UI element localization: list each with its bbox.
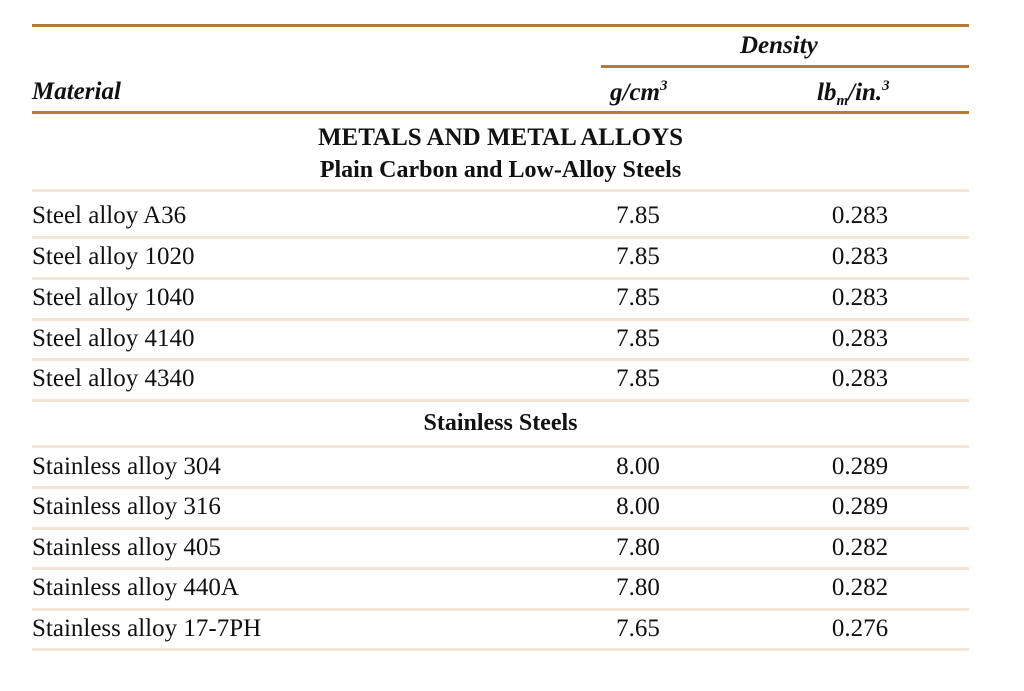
table-row: Steel alloy 4140 7.85 0.283	[32, 322, 969, 360]
table-row: Stainless alloy 316 8.00 0.289	[32, 490, 969, 528]
unit-g-sup: 3	[660, 78, 668, 94]
density-g-cell: 7.85	[616, 202, 660, 229]
row-divider	[32, 486, 969, 489]
row-divider	[32, 358, 969, 361]
top-rule	[32, 24, 969, 27]
density-g-cell: 7.85	[616, 365, 660, 392]
table-row: Stainless alloy 405 7.80 0.282	[32, 531, 969, 569]
row-divider	[32, 567, 969, 570]
unit-lb-sup: 3	[882, 78, 890, 94]
header-unit-g-cm3: g/cm3	[610, 78, 710, 107]
row-divider	[32, 236, 969, 239]
material-cell: Steel alloy 4340	[32, 365, 195, 392]
unit-lb-sub: m	[836, 93, 849, 109]
unit-lb-tail: /in.	[848, 79, 883, 106]
row-divider	[32, 608, 969, 611]
density-lb-cell: 0.282	[831, 574, 889, 601]
header-unit-lbm-in3: lbm/in.3	[817, 78, 890, 110]
material-cell: Stainless alloy 17-7PH	[32, 615, 262, 642]
density-lb-cell: 0.289	[831, 453, 889, 480]
material-cell: Steel alloy 1020	[32, 243, 195, 270]
row-divider	[32, 189, 969, 192]
density-g-cell: 7.80	[616, 534, 660, 561]
table-row: Steel alloy 1040 7.85 0.283	[32, 281, 969, 319]
section-subtitle: Plain Carbon and Low-Alloy Steels	[319, 157, 682, 183]
section-title: METALS AND METAL ALLOYS	[317, 124, 684, 151]
material-cell: Stainless alloy 405	[32, 534, 221, 561]
density-lb-cell: 0.283	[831, 365, 889, 392]
density-lb-cell: 0.283	[831, 202, 889, 229]
density-lb-cell: 0.283	[831, 243, 889, 270]
density-rule	[601, 65, 969, 68]
row-divider	[32, 648, 969, 651]
density-lb-cell: 0.283	[831, 325, 889, 352]
table-row: Stainless alloy 304 8.00 0.289	[32, 450, 969, 488]
density-g-cell: 7.65	[616, 615, 660, 642]
table-row: Stainless alloy 17-7PH 7.65 0.276	[32, 612, 969, 650]
material-cell: Steel alloy A36	[32, 202, 187, 229]
section-subtitle: Stainless Steels	[423, 410, 578, 436]
material-cell: Steel alloy 4140	[32, 325, 195, 352]
material-cell: Stainless alloy 304	[32, 453, 221, 480]
density-g-cell: 7.80	[616, 574, 660, 601]
density-lb-cell: 0.282	[831, 534, 889, 561]
table-row: Steel alloy 4340 7.85 0.283	[32, 362, 969, 400]
density-g-cell: 8.00	[616, 493, 660, 520]
material-cell: Stainless alloy 316	[32, 493, 221, 520]
density-g-cell: 7.85	[616, 284, 660, 311]
density-g-cell: 8.00	[616, 453, 660, 480]
table-row: Steel alloy 1020 7.85 0.283	[32, 240, 969, 278]
density-g-cell: 7.85	[616, 243, 660, 270]
header-density: Density	[740, 32, 818, 59]
row-divider	[32, 445, 969, 448]
material-cell: Stainless alloy 440A	[32, 574, 239, 601]
header-material: Material	[32, 78, 121, 105]
density-lb-cell: 0.283	[831, 284, 889, 311]
row-divider	[32, 399, 969, 402]
header-rule	[32, 111, 969, 114]
unit-lb-text: lb	[817, 79, 837, 106]
density-lb-cell: 0.289	[831, 493, 889, 520]
row-divider	[32, 277, 969, 280]
row-divider	[32, 527, 969, 530]
table-row: Stainless alloy 440A 7.80 0.282	[32, 571, 969, 609]
table-row: Steel alloy A36 7.85 0.283	[32, 199, 969, 237]
unit-g-text: g/cm	[610, 79, 660, 106]
density-g-cell: 7.85	[616, 325, 660, 352]
density-lb-cell: 0.276	[831, 615, 889, 642]
row-divider	[32, 318, 969, 321]
material-cell: Steel alloy 1040	[32, 284, 195, 311]
